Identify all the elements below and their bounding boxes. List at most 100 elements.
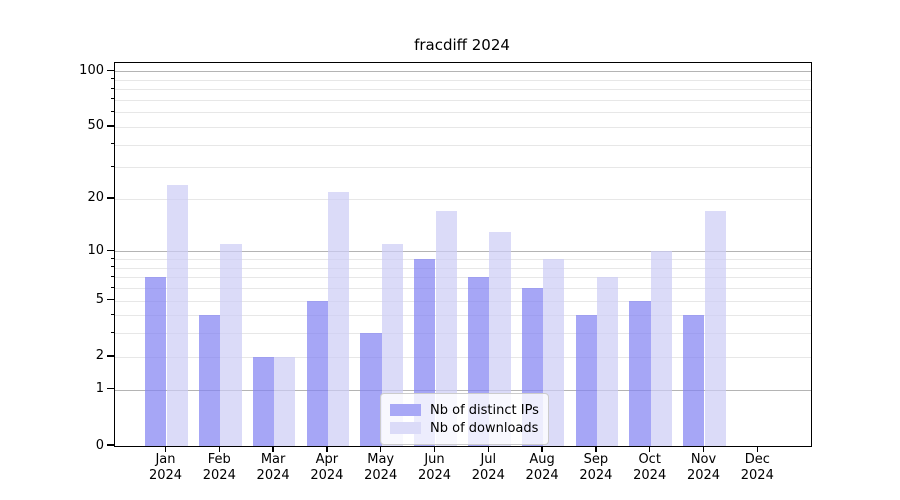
y-minor-tick-mark [110,98,114,100]
bar-downloads-oct [650,251,673,446]
gridline-minor [115,300,811,302]
gridline-minor [115,167,811,169]
x-tick-label-year: 2024 [202,468,236,483]
y-minor-tick-mark [110,313,114,315]
bar-downloads-jan [166,184,188,446]
y-tick-label: 1 [95,381,104,397]
y-minor-tick-mark [110,110,114,112]
x-tick-label-year: 2024 [525,468,559,483]
x-tick-label-month: Dec [744,452,770,467]
x-tick-mark [218,446,220,452]
gridline-minor [115,259,811,261]
x-tick-label-month: Mar [260,452,286,467]
legend-label-distinct-ips: Nb of distinct IPs [430,402,539,418]
x-tick-label-year: 2024 [310,468,344,483]
y-minor-tick-mark [110,275,114,277]
x-tick-label-year: 2024 [686,468,721,483]
y-tick-mark [107,298,114,301]
y-tick-label: 100 [79,62,104,78]
x-tick-label-month: Nov [690,452,717,467]
y-tick-label: 20 [87,190,104,206]
gridline-minor [115,356,811,358]
y-minor-tick-mark [110,257,114,259]
y-tick-label: 2 [95,348,104,364]
bar-downloads-jul [489,231,511,446]
y-minor-tick-mark [110,266,114,268]
x-tick-mark [649,446,651,452]
gridline-major [115,389,811,391]
x-tick-mark [595,446,597,452]
x-tick-label-year: 2024 [579,468,613,483]
gridline-minor [115,315,811,317]
legend-item-distinct-ips: Nb of distinct IPs [390,402,539,418]
x-tick-mark [702,446,705,452]
gridline-minor [115,79,811,81]
y-tick-mark [107,125,114,127]
bar-distinct-ips-oct [629,300,651,446]
x-tick-mark [756,446,758,452]
gridline-minor [115,144,811,146]
y-minor-tick-mark [110,286,114,288]
y-minor-tick-mark [110,331,114,333]
bar-downloads-nov [704,211,726,446]
x-tick-label-year: 2024 [740,468,774,483]
legend-label-downloads: Nb of downloads [430,420,539,436]
x-tick-mark [164,446,167,452]
x-tick-label-month: Oct [638,452,661,467]
x-tick-label-year: 2024 [256,468,290,483]
x-tick-label-year: 2024 [633,468,667,483]
x-tick-label-year: 2024 [148,468,183,483]
x-tick-label-month: Jan [155,452,176,467]
gridline-major [115,251,811,253]
y-tick-mark [107,249,114,252]
legend-swatch-distinct-ips [390,404,421,416]
x-tick-label-month: Aug [529,452,555,467]
x-tick-label-month: Sep [583,452,609,467]
bar-downloads-apr [327,191,350,446]
bar-downloads-feb [220,244,242,446]
y-tick-label: 0 [95,437,104,453]
x-tick-label-year: 2024 [471,468,505,483]
gridline-minor [115,99,811,101]
x-tick-mark [487,446,489,452]
y-minor-tick-mark [110,143,114,145]
x-tick-mark [541,446,543,452]
bar-distinct-ips-apr [306,300,328,446]
y-tick-label: 5 [95,292,104,308]
x-tick-label-year: 2024 [364,468,398,483]
gridline-minor [115,198,811,200]
plot-area [114,62,812,447]
y-tick-mark [107,388,114,390]
gridline-minor [115,89,811,91]
y-tick-mark [107,197,114,199]
bar-distinct-ips-mar [252,356,275,446]
y-minor-tick-mark [110,87,114,89]
y-minor-tick-mark [110,165,114,167]
legend-swatch-downloads [390,422,421,434]
legend: Nb of distinct IPs Nb of downloads [380,393,549,445]
bar-distinct-ips-nov [683,315,705,446]
chart-title: fracdiff 2024 [414,36,510,54]
x-tick-mark [326,446,328,452]
gridline-minor [115,277,811,279]
x-tick-mark [380,446,382,452]
y-tick-label: 50 [87,118,104,134]
x-tick-label-month: Feb [207,452,231,467]
y-tick-label: 10 [87,242,104,258]
bar-downloads-mar [274,356,296,446]
y-tick-mark [107,355,114,357]
x-tick-label-year: 2024 [417,468,452,483]
x-tick-label-month: Apr [315,452,339,467]
y-tick-mark [107,69,114,72]
bar-distinct-ips-feb [198,315,221,446]
gridline-minor [115,288,811,290]
bar-downloads-jun [435,211,457,446]
x-tick-label-month: Jun [424,452,445,467]
y-minor-tick-mark [110,78,114,80]
x-tick-mark [433,446,436,452]
legend-item-downloads: Nb of downloads [390,420,539,436]
y-tick-mark [107,444,114,446]
x-tick-label-month: Jul [480,452,497,467]
bar-downloads-sep [596,277,619,446]
